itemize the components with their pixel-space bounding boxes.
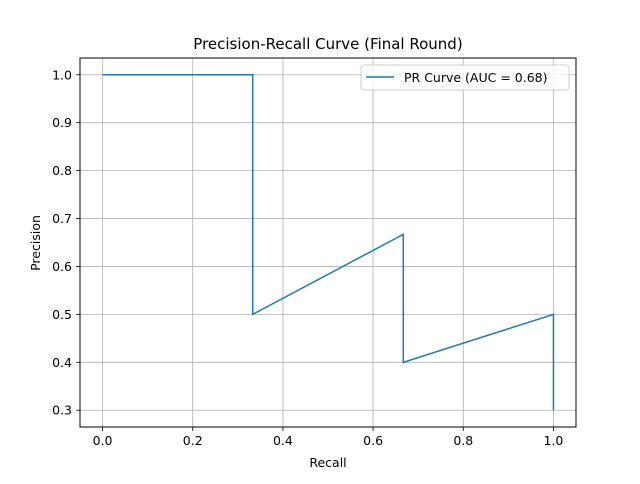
plot-frame: [79, 57, 577, 428]
chart-title: Precision-Recall Curve (Final Round): [193, 35, 462, 53]
y-axis-label: Precision: [28, 215, 43, 271]
x-tick-label: 0.4: [273, 433, 293, 448]
legend-label: PR Curve (AUC = 0.68): [404, 70, 547, 85]
x-axis-label: Recall: [309, 455, 346, 470]
series-layer: [102, 74, 555, 411]
y-tick-label: 0.6: [52, 259, 72, 274]
y-tick-label: 0.5: [52, 307, 72, 322]
y-tick-label: 0.3: [52, 403, 72, 418]
x-tick-label: 0.6: [363, 433, 383, 448]
y-tick-label: 1.0: [52, 67, 72, 82]
y-tick-label: 0.4: [52, 355, 72, 370]
legend-box: [360, 64, 570, 91]
y-tick-label: 0.7: [52, 211, 72, 226]
x-tick-label: 0.0: [93, 433, 113, 448]
series-line-0: [102, 74, 555, 411]
y-tick-label: 0.8: [52, 163, 72, 178]
x-tick-label: 0.8: [453, 433, 473, 448]
legend: PR Curve (AUC = 0.68): [360, 64, 570, 91]
grid-lines: [80, 58, 576, 427]
x-tick-label: 0.2: [183, 433, 203, 448]
y-tick-label: 0.9: [52, 115, 72, 130]
axis-ticks: 0.0 0.2 0.4 0.6 0.8 1.0 0.3 0.4 0.5 0.6 0.7 0.8 0.9 1…: [52, 67, 563, 448]
x-tick-label: 1.0: [544, 433, 564, 448]
